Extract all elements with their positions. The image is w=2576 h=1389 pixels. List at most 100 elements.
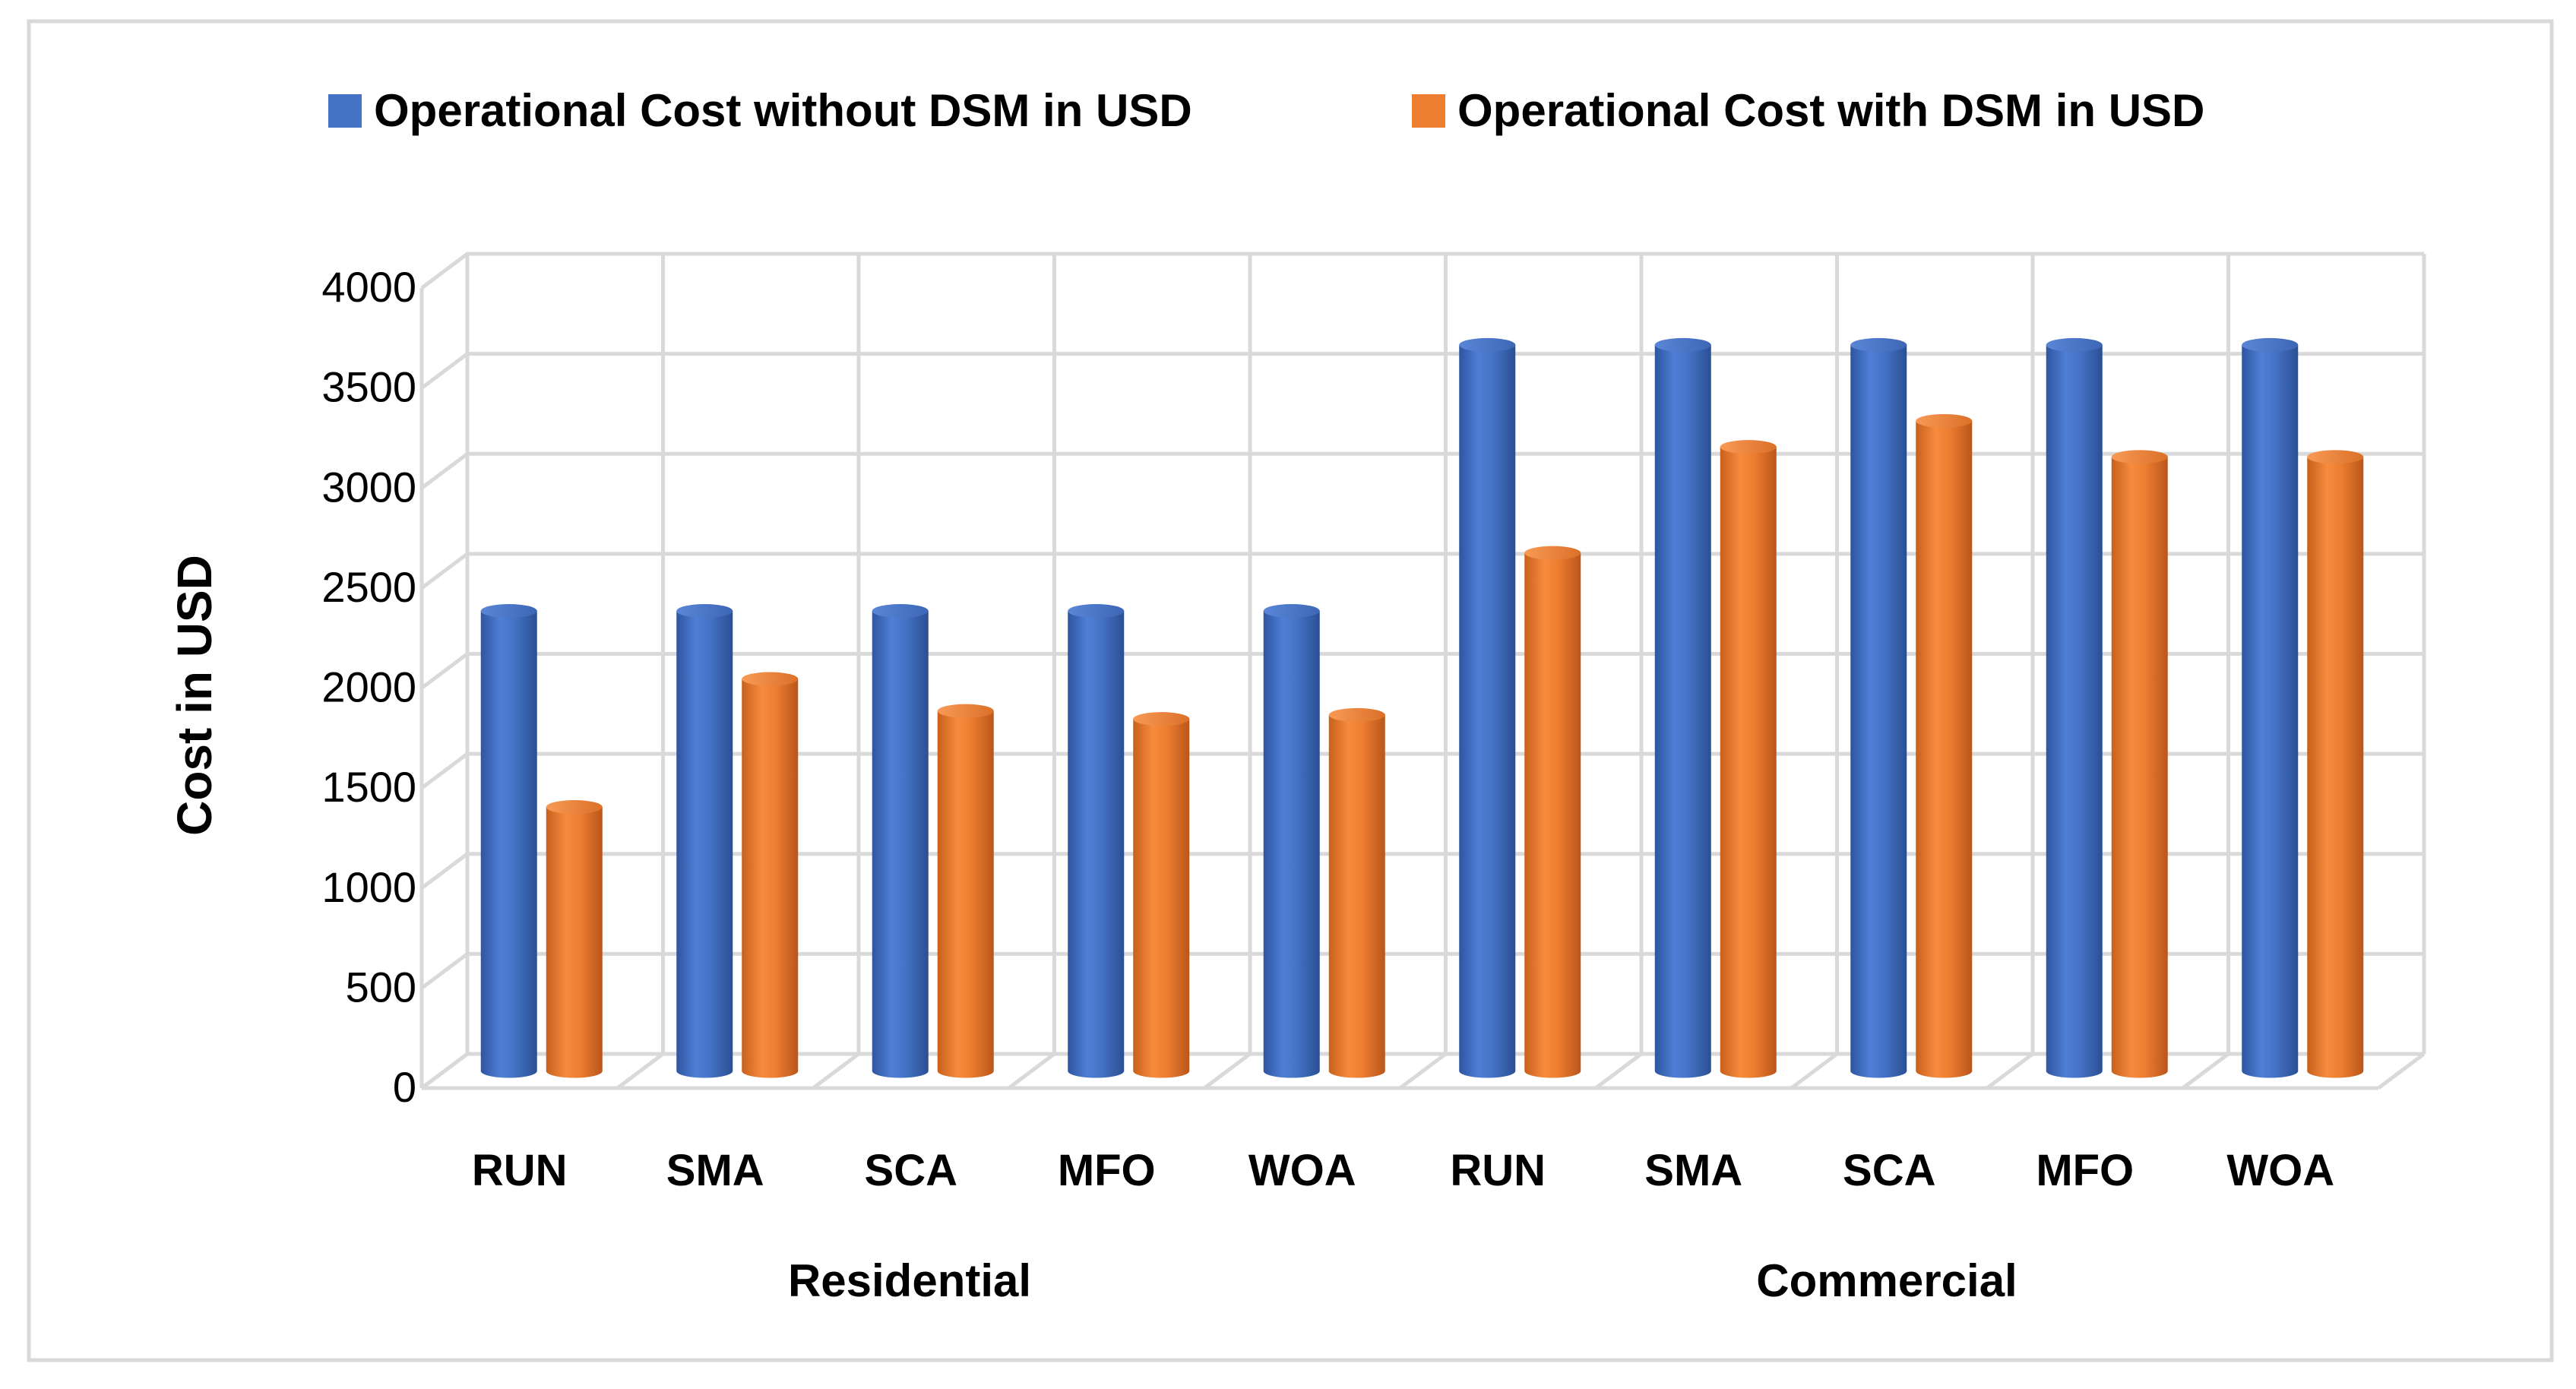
bar-cap [1850, 337, 1907, 352]
category-label: WOA [2226, 1146, 2334, 1195]
bar-cap [676, 604, 733, 619]
category-label: SMA [1644, 1146, 1742, 1195]
x-axis-categories: RUN SMA SCA MFO WOA RUN SMA SCA MFO WOA [472, 1146, 2334, 1195]
bar-without-dsm [1263, 604, 1320, 1078]
y-tick-label: 3000 [321, 463, 416, 511]
bar-cap [937, 704, 994, 718]
floor-line-1 [616, 1052, 664, 1090]
bar-cap [1328, 707, 1385, 722]
bar-body [742, 679, 799, 1078]
y-tick-label: 3500 [321, 363, 416, 411]
bar-body [546, 807, 603, 1078]
category-label: WOA [1248, 1146, 1356, 1195]
bar-body [1720, 447, 1777, 1078]
bar-body [1459, 344, 1516, 1078]
bar-cap [546, 800, 603, 815]
bar-without-dsm [676, 604, 733, 1078]
bar-with-dsm [1133, 712, 1190, 1078]
floor-line-0 [420, 1052, 469, 1090]
bar-cap [742, 672, 799, 686]
bar-with-dsm [2307, 450, 2364, 1078]
bar-with-dsm [546, 800, 603, 1078]
bar-without-dsm [2242, 337, 2299, 1078]
category-label: MFO [1058, 1146, 1156, 1195]
bar-body [1524, 552, 1581, 1078]
floor-line-8 [1986, 1052, 2034, 1090]
y-tick-label: 0 [393, 1063, 416, 1111]
bars [480, 337, 2364, 1078]
bar-without-dsm [1068, 604, 1125, 1078]
bar-without-dsm [2046, 337, 2103, 1078]
bar-cap [1916, 413, 1973, 428]
y-tick-label: 2000 [321, 663, 416, 711]
bar-body [937, 710, 994, 1078]
x-axis-groups: Residential Commercial [788, 1255, 2017, 1306]
bar-body [1654, 344, 1711, 1078]
bar-with-dsm [937, 704, 994, 1078]
y-tick-label: 1000 [321, 863, 416, 911]
floor-line-6 [1594, 1052, 1643, 1090]
floor-line-5 [1399, 1052, 1447, 1090]
bar-without-dsm [872, 604, 929, 1078]
y-axis-label: Cost in USD [167, 555, 222, 836]
floor-line-9 [2182, 1052, 2229, 1090]
bar-cap [2046, 337, 2103, 352]
y-axis-ticks: 0 500 1000 1500 2000 2500 3000 3500 4000 [321, 263, 416, 1111]
bar-without-dsm [1850, 337, 1907, 1078]
bar-cap [2242, 337, 2299, 352]
bar-cap [2307, 450, 2364, 464]
bar-cap [872, 604, 929, 619]
category-label: SMA [666, 1146, 764, 1195]
legend-swatch-without-dsm [328, 94, 362, 128]
bar-body [676, 611, 733, 1078]
floor-line-4 [1203, 1052, 1252, 1090]
y-tick-label: 500 [346, 963, 416, 1011]
y-tick-label: 4000 [321, 263, 416, 311]
category-label: RUN [472, 1146, 568, 1195]
bar-cap [1133, 712, 1190, 726]
category-label: SCA [1843, 1146, 1935, 1195]
bar-with-dsm [1916, 413, 1973, 1078]
bar-with-dsm [1328, 707, 1385, 1078]
bar-with-dsm [2111, 450, 2168, 1078]
legend: Operational Cost without DSM in USD Oper… [328, 85, 2204, 136]
bar-with-dsm [1524, 546, 1581, 1078]
legend-label-without-dsm: Operational Cost without DSM in USD [374, 85, 1192, 136]
bar-body [872, 611, 929, 1078]
floor-line-2 [812, 1052, 860, 1090]
y-tick-label: 1500 [321, 763, 416, 811]
group-label-residential: Residential [788, 1255, 1031, 1306]
bar-body [1133, 719, 1190, 1078]
floor-line-10 [2377, 1052, 2426, 1090]
bar-cap [2111, 450, 2168, 464]
category-label: SCA [865, 1146, 957, 1195]
bar-without-dsm [1654, 337, 1711, 1078]
bar-cap [1068, 604, 1125, 619]
bar-body [2242, 344, 2299, 1078]
category-label: MFO [2036, 1146, 2134, 1195]
bar-body [1850, 344, 1907, 1078]
bar-cap [1524, 546, 1581, 560]
y-tick-label: 2500 [321, 563, 416, 611]
legend-swatch-with-dsm [1412, 94, 1445, 128]
bar-cap [480, 604, 537, 619]
bar-body [1263, 611, 1320, 1078]
bar-body [1916, 420, 1973, 1078]
bar-without-dsm [480, 604, 537, 1078]
bar-with-dsm [742, 672, 799, 1078]
bar-body [2307, 457, 2364, 1078]
floor-line-3 [1008, 1052, 1055, 1090]
bar-cap [1720, 440, 1777, 454]
bar-body [2111, 457, 2168, 1078]
bar-cap [1263, 604, 1320, 619]
bar-body [1068, 611, 1125, 1078]
bar-without-dsm [1459, 337, 1516, 1078]
bar-with-dsm [1720, 440, 1777, 1078]
bar-body [1328, 714, 1385, 1078]
bar-cap [1459, 337, 1516, 352]
category-label: RUN [1450, 1146, 1546, 1195]
bar-cap [1654, 337, 1711, 352]
floor-line-7 [1790, 1052, 1838, 1090]
